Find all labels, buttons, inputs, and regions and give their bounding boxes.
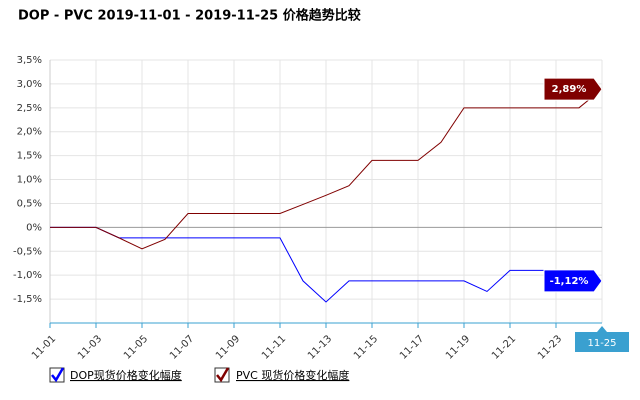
y-tick-label: 0,5% xyxy=(17,198,42,209)
y-tick-label: 3,0% xyxy=(17,79,42,90)
y-tick-label: 2,0% xyxy=(17,127,42,138)
series-line xyxy=(50,88,603,250)
x-tick-label: 11-13 xyxy=(306,333,334,361)
crosshair-label: 11-25 xyxy=(587,338,616,349)
value-label-box xyxy=(543,77,603,101)
series-line xyxy=(50,226,603,303)
x-tick-label: 11-03 xyxy=(76,333,104,361)
x-tick-label: 11-21 xyxy=(490,333,518,361)
legend-label[interactable]: DOP现货价格变化幅度 xyxy=(70,368,182,382)
y-tick-label: 2,5% xyxy=(17,103,42,114)
crosshair-pointer xyxy=(597,326,607,332)
value-label: 2,89% xyxy=(552,84,587,95)
x-tick-label: 11-01 xyxy=(30,333,58,361)
x-tick-label: 11-09 xyxy=(214,333,242,361)
x-tick-label: 11-15 xyxy=(352,333,380,361)
x-tick-label: 11-05 xyxy=(122,333,150,361)
x-tick-label: 11-11 xyxy=(260,333,288,361)
crosshair-box xyxy=(575,332,629,352)
x-tick-label: 11-07 xyxy=(168,333,196,361)
y-tick-label: -1,5% xyxy=(13,294,42,305)
x-tick-label: 11-17 xyxy=(398,333,426,361)
y-tick-label: -1,0% xyxy=(13,270,42,281)
x-tick-label: 11-19 xyxy=(444,333,472,361)
legend-check xyxy=(51,367,65,383)
y-tick-label: 1,5% xyxy=(17,151,42,162)
y-tick-label: 1,0% xyxy=(17,175,42,186)
legend-label[interactable]: PVC 现货价格变化幅度 xyxy=(236,368,349,382)
y-tick-label: 0% xyxy=(26,222,42,233)
value-label-box xyxy=(543,269,603,293)
x-tick-label: 11-23 xyxy=(536,333,564,361)
value-label: -1,12% xyxy=(550,276,589,287)
chart-title: DOP - PVC 2019-11-01 - 2019-11-25 价格趋势比较 xyxy=(18,8,361,24)
y-tick-label: 3,5% xyxy=(17,55,42,66)
y-tick-label: -0,5% xyxy=(13,246,42,257)
legend-check xyxy=(216,367,230,383)
